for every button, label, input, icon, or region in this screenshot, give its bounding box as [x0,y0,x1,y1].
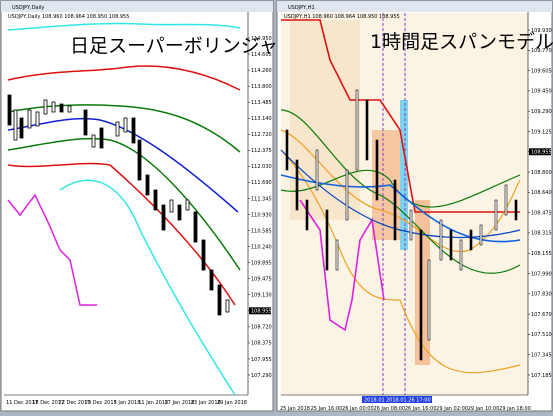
price-label: 108.475 [531,210,552,216]
price-label: 110.930 [251,212,272,218]
price-label: 114.950 [251,36,272,42]
price-label: 108.375 [251,341,272,347]
left-window [0,0,274,412]
price-label: 111.690 [251,180,272,186]
date-label: 29 Jan 2018 [217,400,247,406]
date-label: 25 Jan 16:00 [311,406,343,412]
date-label: 22 Dec 2017 [59,400,91,406]
price-label: 107.345 [531,353,552,359]
price-label: 111.345 [251,196,272,202]
left-titlebar[interactable] [1,1,273,12]
date-label: 26 Jan 16:00 [405,406,437,412]
price-label: 114.605 [251,52,272,58]
date-label: 11 Dec 2017 [6,400,38,406]
window-title: USDJPY,H1 [288,5,315,11]
date-label: 18 Dec 2017 [32,400,64,406]
price-label: 108.800 [531,170,552,176]
price-label: 114.260 [251,68,272,74]
price-label: 113.800 [251,84,272,90]
price-label: 107.290 [251,373,272,379]
right-indicators [280,19,521,374]
price-label: 109.125 [531,129,552,135]
date-label: 26 Jan 00:00 [342,406,374,412]
price-label: 109.450 [531,89,552,95]
price-label: 108.955 [531,150,552,156]
price-label: 113.140 [251,116,272,122]
current-price-box [249,307,271,315]
date-label: 17 Jan 2018 [165,400,195,406]
date-label: 26 Jan 08:00 [373,406,405,412]
price-label: 108.720 [251,325,272,331]
right-candles [285,89,518,361]
date-label: 5 Jan 2018 [114,400,141,406]
current-price-box [529,148,551,156]
date-label: 29 Dec 2017 [85,400,117,406]
marker: 2018.01.26 17:00 [386,398,431,404]
right-titlebar[interactable] [277,1,552,12]
price-label: 107.955 [251,357,272,363]
price-label: 112.030 [251,164,272,170]
marker: 2018.01 [364,398,385,404]
overlay-title: 日足スーパーボリンジャー [70,35,297,57]
price-label: 107.185 [531,373,552,379]
header: USDJPY,H1 108.960 108.964 108.950 108.95… [284,14,400,20]
price-label: 108.640 [531,190,552,196]
price-label: 108.155 [531,251,552,257]
price-label: 109.130 [251,293,272,299]
price-label: 107.990 [531,271,552,277]
left-candles [7,94,230,316]
window-title: USDJPY,Daily [12,5,44,11]
price-label: 108.315 [531,231,552,237]
price-label: 109.930 [531,28,552,34]
price-label: 107.830 [531,292,552,298]
price-label: 113.485 [251,100,272,106]
price-label: 109.895 [251,260,272,266]
price-label: 109.290 [531,109,552,115]
date-label: 29 Jan 10:00 [468,406,500,412]
price-label: 110.240 [251,244,272,250]
price-label: 110.585 [251,228,272,234]
date-label: 29 Jan 18:00 [499,406,531,412]
date-label: 29 Jan 02:00 [436,406,468,412]
price-label: 109.770 [531,48,552,54]
price-label: 107.510 [531,332,552,338]
header: USDJPY,Daily 108.960 108.964 108.950 108… [8,14,129,20]
price-label: 109.605 [531,68,552,74]
price-label: 108.955 [251,309,272,315]
date-label: 11 Jan 2018 [138,400,168,406]
date-label: 23 Jan 2018 [191,400,221,406]
overlay-title: 1時間足スパンモデル [370,31,553,53]
price-label: 112.375 [251,148,272,154]
price-label: 112.720 [251,132,272,138]
price-label: 109.475 [251,277,272,283]
date-label: 25 Jan 2018 [280,406,310,412]
price-label: 107.670 [531,312,552,318]
